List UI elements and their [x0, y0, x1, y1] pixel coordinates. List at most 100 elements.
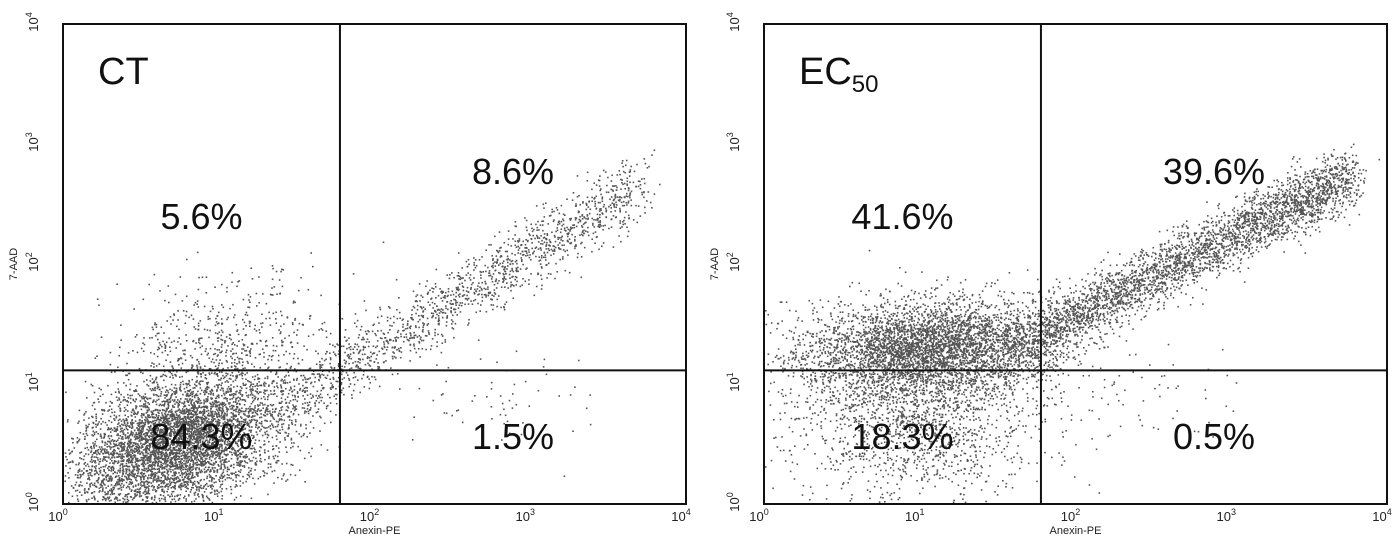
scatter-point [285, 446, 287, 448]
scatter-point [139, 491, 141, 493]
scatter-point [79, 484, 81, 486]
scatter-point [269, 428, 272, 430]
scatter-point [177, 406, 179, 408]
scatter-point [178, 433, 180, 436]
scatter-point [129, 440, 131, 442]
scatter-point [104, 421, 107, 424]
scatter-point [187, 452, 189, 455]
scatter-point [280, 385, 282, 388]
scatter-point [206, 455, 208, 457]
scatter-point [224, 396, 227, 399]
scatter-point [84, 435, 86, 438]
scatter-point [268, 440, 270, 443]
scatter-point [118, 397, 120, 399]
scatter-point [173, 400, 175, 403]
scatter-point [254, 419, 256, 422]
scatter-point [190, 423, 193, 425]
scatter-point [200, 416, 202, 419]
scatter-point [154, 442, 157, 444]
scatter-point [221, 495, 224, 497]
scatter-point [263, 391, 265, 394]
scatter-point [138, 446, 141, 449]
scatter-point [282, 393, 284, 395]
scatter-point [102, 452, 104, 455]
scatter-point [90, 482, 93, 484]
scatter-point [189, 439, 191, 441]
scatter-point [151, 412, 154, 414]
scatter-point [128, 436, 130, 439]
scatter-point [182, 445, 185, 447]
scatter-point [207, 381, 210, 384]
scatter-point [209, 428, 211, 431]
scatter-point [126, 501, 129, 503]
scatter-point [71, 450, 73, 453]
scatter-point [102, 479, 104, 482]
scatter-point [179, 428, 181, 431]
scatter-point [194, 434, 196, 436]
scatter-point [135, 433, 137, 436]
scatter-point [218, 491, 220, 494]
scatter-point [183, 387, 186, 390]
scatter-point [95, 431, 98, 433]
scatter-point [148, 414, 150, 417]
scatter-point [143, 433, 146, 435]
scatter-point [254, 448, 256, 451]
scatter-point [163, 431, 165, 433]
scatter-point [121, 460, 123, 463]
scatter-point [247, 416, 250, 418]
scatter-point [124, 435, 127, 437]
scatter-point [196, 435, 198, 438]
scatter-point [129, 451, 131, 453]
scatter-point [150, 477, 152, 479]
scatter-point [200, 461, 202, 463]
scatter-point [186, 454, 188, 456]
scatter-point [139, 435, 142, 437]
scatter-point [212, 410, 214, 413]
scatter-point [176, 431, 178, 433]
scatter-point [166, 464, 169, 467]
scatter-point [188, 409, 190, 412]
scatter-point [264, 419, 266, 422]
scatter-point [131, 498, 134, 501]
scatter-point [261, 425, 263, 427]
scatter-point [141, 416, 143, 419]
scatter-point [159, 500, 161, 502]
scatter-point [171, 413, 174, 416]
scatter-point [173, 443, 175, 446]
scatter-point [266, 433, 269, 436]
scatter-point [216, 333, 219, 335]
scatter-point [179, 484, 181, 487]
scatter-point [169, 483, 172, 485]
scatter-point [103, 497, 106, 500]
scatter-point [83, 455, 86, 457]
scatter-point [113, 484, 116, 487]
scatter-point [213, 436, 215, 438]
scatter-point [183, 410, 186, 412]
scatter-point [78, 470, 81, 472]
scatter-point [202, 410, 204, 413]
scatter-point [161, 480, 164, 482]
scatter-point [131, 394, 133, 397]
scatter-point [254, 410, 256, 412]
scatter-point [234, 454, 237, 456]
scatter-point [174, 431, 176, 433]
scatter-point [190, 407, 193, 410]
scatter-point [318, 373, 320, 375]
scatter-point [96, 424, 99, 426]
scatter-point [229, 425, 232, 428]
scatter-point [253, 436, 255, 439]
scatter-point [223, 441, 226, 443]
scatter-point [187, 370, 189, 373]
scatter-point [142, 481, 144, 483]
scatter-point [144, 489, 147, 491]
scatter-point [258, 391, 261, 393]
scatter-point [184, 359, 187, 361]
scatter-point [153, 454, 155, 457]
scatter-point [277, 455, 279, 458]
scatter-point [168, 417, 171, 420]
scatter-point [225, 433, 227, 436]
scatter-point [300, 423, 302, 426]
scatter-point [158, 432, 161, 435]
scatter-point [171, 451, 173, 453]
scatter-point [175, 440, 178, 442]
